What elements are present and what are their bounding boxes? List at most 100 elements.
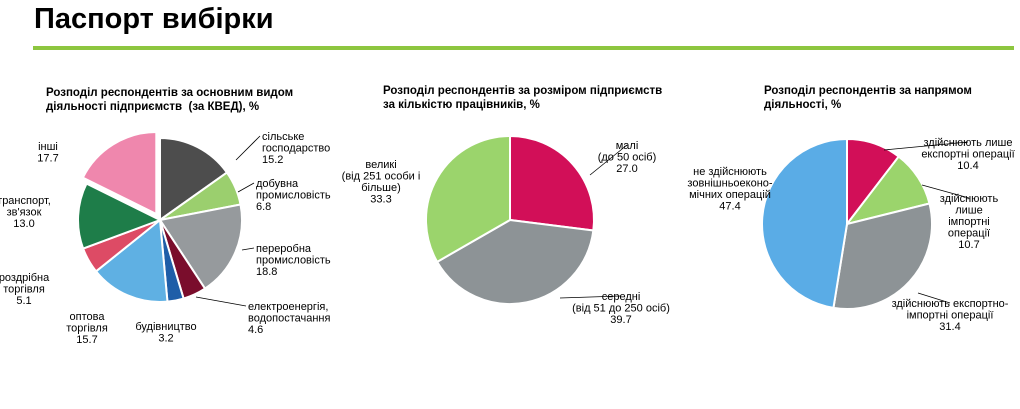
slice-label: сільське господарство 15.2 [262,131,330,166]
slice-label: будівництво 3.2 [135,321,196,345]
leader-line [241,247,255,251]
slice-label-line: лише [955,205,983,217]
slice-label: здійснюють експортно-імпортні операції 31… [892,298,1009,333]
slice-label-line: здійснюють [940,193,999,205]
leader-line [195,296,247,307]
slice-label-line: більше) [361,182,401,194]
slice-value: 27.0 [616,163,637,175]
pie-chart-2: малі (до 50 осіб) 27.0 середні (від 51 до 25… [342,134,670,326]
slice-value: 15.2 [262,154,283,166]
slice-value: 10.4 [957,160,978,172]
slice-value: 47.4 [719,201,740,213]
slice-label-line: водопостачання [248,313,330,325]
chart-1-title-line-1: Розподіл респондентів за основним видом [46,87,294,99]
slice-label-line: малі [616,140,639,152]
pie-slice [435,218,595,305]
slice-value: 17.7 [37,153,58,165]
slice-value: 10.7 [958,239,979,251]
slice-label: оптова торгівля 15.7 [66,311,108,346]
slice-label: інші 17.7 [37,141,58,165]
leader-line [917,292,951,304]
slice-label: електроенергія, водопостачання 4.6 [248,301,330,336]
slice-label: не здійснюють зовнішньоеконо-мічних опера… [687,166,773,213]
slice-label-line: (від 251 особи і [342,171,421,183]
chart-1-title-line-2: діяльності підприємств (за КВЕД), % [46,101,260,113]
slice-label: транспорт, зв'язок 13.0 [0,195,51,230]
slice-label-line: оптова [70,311,106,323]
leader-line [559,295,622,299]
slice-label-line: господарство [262,143,330,155]
slice-label: здійснюють лише імпортні операції 10.7 [940,193,999,251]
leader-line [921,184,970,199]
slice-label-line: зв'язок [7,207,42,219]
slice-value: 5.1 [16,295,31,307]
slice-value: 33.3 [370,194,391,206]
slice-value: 13.0 [13,218,34,230]
slice-label-line: здійснюють експортно- [892,298,1009,310]
slice-label: середні (від 51 до 250 осіб) 39.7 [572,291,670,326]
slice-value: 3.2 [158,333,173,345]
slice-label-line: не здійснюють [693,166,767,178]
slice-label-line: операції [948,228,990,240]
leader-line [237,182,255,193]
slice-label-line: експортні операції [921,149,1014,161]
slice-value: 18.8 [256,266,277,278]
pie-slice [761,137,848,310]
pie-slice [832,202,933,310]
slice-label: здійснюють лише експортні операції 10.4 [921,137,1014,172]
pie-slice [94,218,169,303]
slice-label-line: переробна [256,243,312,255]
slice-value: 31.4 [939,321,960,333]
leader-line [235,135,261,161]
chart-2-title-line-2: за кількістю працівників, % [383,99,540,111]
slice-label-line: імпортні операції [907,310,994,322]
slice-label-line: здійснюють лише [924,137,1013,149]
leader-line [883,141,969,151]
leader-line [589,144,628,176]
slice-label-line: зовнішньоеконо- [687,178,773,190]
slice-value: 6.8 [256,201,271,213]
slice-label-line: торгівля [3,284,45,296]
chart-2-title: Розподіл респондентів за розміром підпри… [383,84,662,112]
slice-label-line: (від 51 до 250 осіб) [572,303,670,315]
chart-2-title-line-1: Розподіл респондентів за розміром підпри… [383,85,663,97]
pie-slice [158,203,243,290]
chart-1-title: Розподіл респондентів за основним видом … [46,86,293,114]
slice-label-line: інші [38,141,58,153]
slice-label-line: електроенергія, [248,301,328,313]
slice-label-line: мічних операцій [689,189,771,201]
slice-value: 4.6 [248,324,263,336]
chart-3-title: Розподіл респондентів за напрямом діяльн… [764,84,972,112]
slice-label-line: промисловість [256,190,331,202]
page-title: Паспорт вибірки [34,3,274,35]
slice-value: 15.7 [76,334,97,346]
slice-value: 39.7 [610,314,631,326]
slice-label-line: (до 50 осіб) [598,152,657,164]
slice-label-line: добувна [256,178,299,190]
slice-label-line: середні [602,291,641,303]
slice-label: переробна промисловість 18.8 [256,243,331,278]
slice-label: великі (від 251 особи і більше) 33.3 [342,159,421,206]
slice-label-line: імпортні [948,216,990,228]
pie-chart-3: здійснюють лише експортні операції 10.4зді… [687,137,1014,333]
chart-3-title-line-2: діяльності, % [764,99,842,111]
pie-slice [509,134,595,232]
title-underline [33,46,1014,50]
slice-label: добувна промисловість 6.8 [256,178,331,213]
slice-label-line: великі [365,159,396,171]
pie-slice [77,182,163,250]
slice-label-line: роздрібна [0,272,50,284]
slice-label-line: торгівля [66,323,108,335]
slice-label-line: промисловість [256,255,331,267]
slice-label-line: будівництво [135,321,196,333]
slice-label: роздрібна торгівля 5.1 [0,272,50,307]
slice-label-line: транспорт, [0,195,51,207]
pie-slice [425,134,511,264]
pie-slice [81,131,158,216]
slice-label-line: сільське [262,131,304,143]
pie-slice [159,136,229,222]
chart-3-title-line-1: Розподіл респондентів за напрямом [764,85,972,97]
slice-label: малі (до 50 осіб) 27.0 [598,140,657,175]
